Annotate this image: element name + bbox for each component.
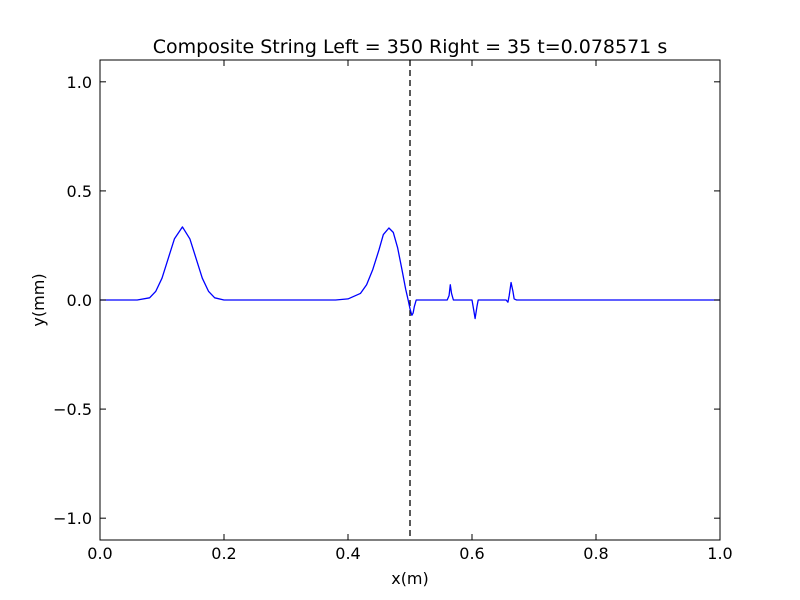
x-tick-label: 1.0 [707, 544, 732, 563]
x-tick-label: 0.8 [583, 544, 608, 563]
x-tick-label: 0.0 [87, 544, 112, 563]
y-tick-label: −0.5 [53, 400, 92, 419]
y-tick-label: −1.0 [53, 509, 92, 528]
x-tick-label: 0.2 [211, 544, 236, 563]
plot-frame [99, 59, 721, 541]
chart-title: Composite String Left = 350 Right = 35 t… [153, 36, 667, 58]
x-axis-label: x(m) [391, 569, 429, 588]
series-line-0 [100, 226, 720, 320]
y-tick-label: 0.0 [67, 291, 92, 310]
x-tick-label: 0.4 [335, 544, 360, 563]
y-tick-label: 0.5 [67, 182, 92, 201]
y-axis-label: y(mm) [29, 273, 48, 326]
y-tick-label: 1.0 [67, 73, 92, 92]
x-tick-label: 0.6 [459, 544, 484, 563]
